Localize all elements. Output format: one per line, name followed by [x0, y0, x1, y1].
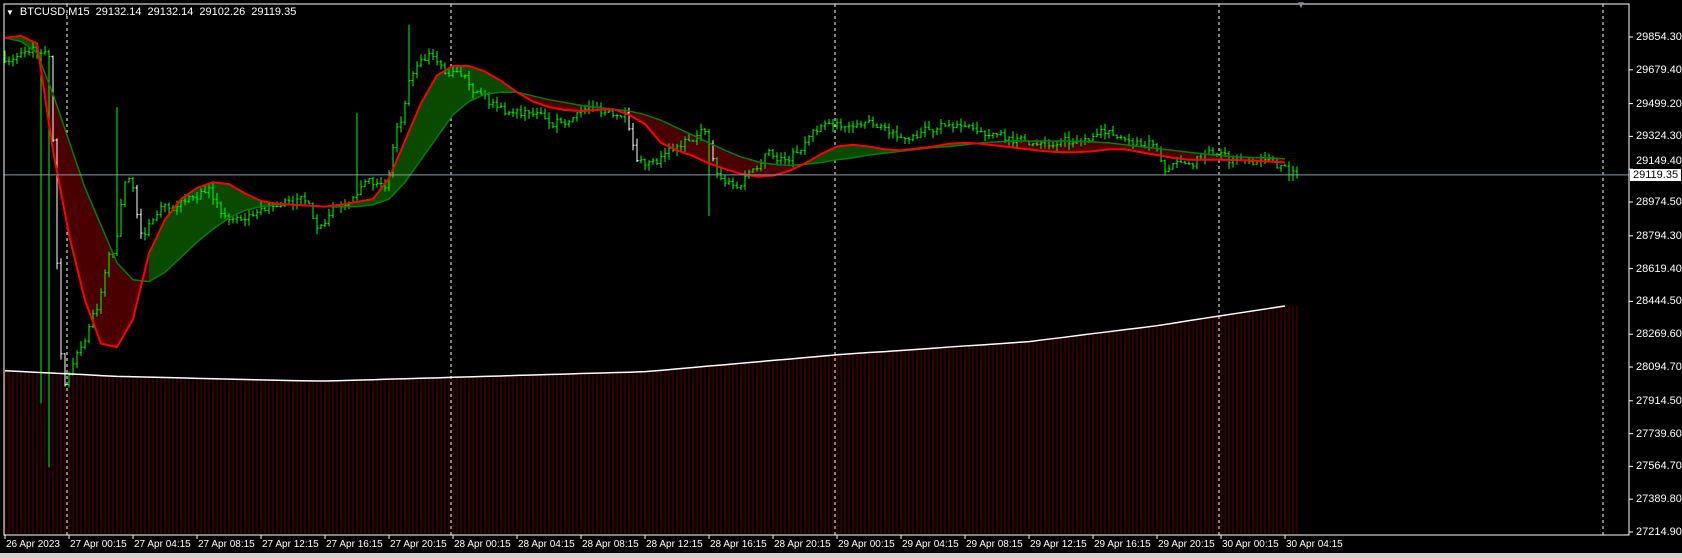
x-tick-label: 27 Apr 04:15 [134, 539, 191, 550]
ma-cloud-segment [661, 120, 677, 151]
ma-cloud-segment [245, 193, 261, 211]
x-tick-label: 27 Apr 20:15 [390, 539, 447, 550]
ma-cloud-segment [389, 140, 405, 200]
x-tick-label: 29 Apr 12:15 [1030, 539, 1087, 550]
ma-cloud-segment [837, 144, 853, 160]
ma-cloud-segment [645, 114, 661, 143]
current-price-label: 29119.35 [1630, 168, 1682, 181]
x-tick-label: 29 Apr 08:15 [966, 539, 1023, 550]
y-tick-label: 27914.50 [1636, 394, 1682, 407]
ma-cloud-segment [149, 219, 165, 282]
chart-shift-marker-icon[interactable]: ▼ [1296, 0, 1306, 11]
ma-cloud-segment [69, 140, 85, 301]
plot-border [3, 3, 1630, 536]
ma-cloud-segment [725, 150, 741, 174]
y-tick-label: 28794.30 [1636, 229, 1682, 242]
x-tick-label: 27 Apr 00:15 [70, 539, 127, 550]
x-tick-label: 27 Apr 16:15 [326, 539, 383, 550]
x-tick-label: 29 Apr 16:15 [1094, 539, 1151, 550]
y-tick-label: 28974.50 [1636, 196, 1682, 208]
y-tick-label: 29149.40 [1636, 154, 1682, 167]
y-tick-label: 29499.20 [1636, 97, 1682, 110]
symbol-timeframe: BTCUSD,M15 [19, 6, 90, 18]
ma-cloud-segment [853, 144, 869, 158]
y-tick-label: 27214.90 [1636, 526, 1682, 538]
y-tick-label: 28619.40 [1636, 262, 1682, 275]
y-tick-label: 29854.30 [1636, 31, 1682, 43]
ma-cloud-segment [405, 103, 421, 183]
x-tick-label: 27 Apr 08:15 [198, 539, 255, 550]
y-tick-label: 28094.70 [1636, 361, 1682, 373]
ma-cloud-segment [485, 71, 501, 95]
y-tick-label: 28444.50 [1636, 295, 1682, 308]
y-tick-label: 27564.70 [1636, 460, 1682, 473]
ma-cloud-segment [117, 262, 133, 348]
x-tick-label: 29 Apr 00:15 [838, 539, 895, 550]
y-tick-label: 29679.40 [1636, 63, 1682, 76]
y-tick-label: 28269.60 [1636, 328, 1682, 341]
x-tick-label: 29 Apr 04:15 [902, 539, 959, 550]
long-ma-line [4, 305, 1286, 382]
ohlc-open: 29132.14 [95, 6, 142, 18]
x-tick-label: 30 Apr 04:15 [1286, 539, 1343, 550]
ma-cloud-segment [821, 146, 837, 163]
x-tick-label: 27 Apr 12:15 [262, 539, 319, 550]
x-tick-label: 28 Apr 04:15 [518, 539, 575, 550]
fast-ma-line [4, 34, 1286, 349]
x-tick-label: 28 Apr 20:15 [774, 539, 831, 550]
ma-cloud-segment [165, 199, 181, 273]
ma-cloud-segment [773, 164, 789, 176]
triangle-down-icon[interactable]: ▼ [6, 7, 14, 17]
ma-cloud-segment [421, 75, 437, 160]
ohlc-low: 29102.26 [199, 6, 246, 18]
y-tick-label: 29324.30 [1636, 130, 1682, 143]
ma-cloud-segment [53, 94, 69, 235]
x-tick-label: 28 Apr 00:15 [454, 539, 511, 550]
x-tick-label: 28 Apr 08:15 [582, 539, 639, 550]
x-tick-label: 29 Apr 20:15 [1158, 539, 1215, 550]
ohlc-close: 29119.35 [251, 6, 297, 18]
ma-cloud-segment [229, 184, 245, 218]
x-tick-label: 28 Apr 16:15 [710, 539, 767, 550]
x-tick-label: 30 Apr 00:15 [1222, 539, 1279, 550]
slow-ma-line [4, 37, 1286, 283]
y-tick-label: 27739.60 [1636, 427, 1682, 440]
ohlc-high: 29132.14 [147, 6, 194, 18]
x-tick-label: 26 Apr 2023 [6, 539, 60, 550]
y-tick-label: 27389.80 [1636, 493, 1682, 506]
x-tick-label: 28 Apr 12:15 [646, 539, 703, 550]
chart-header: ▼ BTCUSD,M15 29132.14 29132.14 29102.26 … [6, 6, 296, 18]
